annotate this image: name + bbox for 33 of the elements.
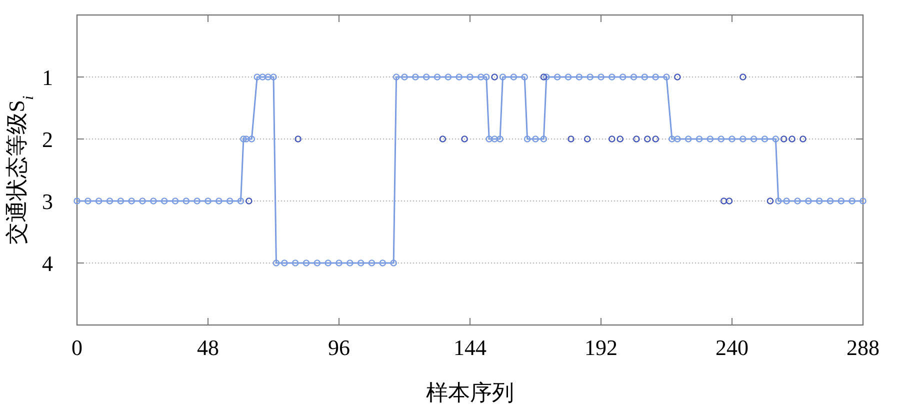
- point: [674, 74, 681, 80]
- point: [584, 136, 591, 142]
- y-tick-label: 2: [42, 127, 53, 152]
- point: [616, 136, 624, 142]
- point: [740, 74, 746, 80]
- point: [766, 198, 774, 204]
- point: [568, 136, 574, 142]
- point: [780, 136, 788, 142]
- point: [608, 136, 616, 142]
- y-tick-label: 4: [42, 251, 53, 276]
- point: [652, 136, 659, 142]
- x-axis-title: 样本序列: [426, 380, 514, 405]
- point: [491, 74, 498, 80]
- point: [246, 198, 252, 204]
- x-tick-label: 288: [846, 335, 880, 360]
- point: [726, 198, 733, 204]
- point: [461, 136, 468, 142]
- point: [720, 198, 728, 204]
- point: [800, 136, 806, 142]
- point: [644, 136, 651, 142]
- x-tick-label: 144: [454, 335, 486, 360]
- y-tick-label: 3: [42, 189, 53, 214]
- point: [439, 136, 446, 142]
- y-tick-label: 1: [42, 65, 53, 90]
- x-tick-label: 0: [72, 335, 82, 360]
- x-tick-label: 96: [328, 335, 350, 360]
- point: [633, 136, 640, 142]
- x-tick-label: 48: [197, 335, 219, 360]
- x-tick-label: 240: [716, 335, 748, 360]
- point: [788, 136, 796, 142]
- x-tick-label: 192: [584, 335, 618, 360]
- point: [540, 74, 548, 80]
- point: [294, 136, 302, 142]
